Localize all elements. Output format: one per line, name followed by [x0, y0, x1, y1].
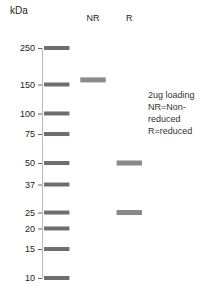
tick-label: 50: [25, 158, 35, 168]
tick: 10: [25, 273, 42, 283]
axis-title: kDa: [10, 5, 28, 16]
tick: 75: [25, 129, 42, 139]
tick: 100: [20, 109, 42, 119]
ladder-band: [44, 161, 69, 165]
tick-mark: [38, 228, 42, 229]
tick-label: 37: [25, 180, 35, 190]
lane-tick: R: [126, 13, 133, 24]
annotation: 2ug loading NR=Non-reduced R=reduced: [148, 90, 195, 136]
tick-mark: [38, 134, 42, 135]
ladder-band: [44, 211, 69, 215]
tick-mark: [38, 113, 42, 114]
tick-mark: [38, 163, 42, 164]
tick: 150: [20, 80, 42, 90]
tick: 37: [25, 180, 42, 190]
axis-line: [38, 49, 43, 279]
tick: 20: [25, 224, 42, 234]
ladder-band: [44, 111, 69, 115]
ladder-band: [44, 132, 69, 136]
annotation-line: reduced: [148, 114, 181, 124]
tick-mark: [38, 85, 42, 86]
tick-label: 20: [25, 224, 35, 234]
tick-label: 100: [20, 109, 35, 119]
tick-label: 10: [25, 273, 35, 283]
tick-label: 25: [25, 208, 35, 218]
tick: 50: [25, 158, 42, 168]
tick-mark: [38, 213, 42, 214]
gel-figure: kDa 250 150 100 75 50 37 25 20 15 10 NR R 2ug loading…: [0, 0, 207, 292]
tick-mark: [38, 278, 42, 279]
tick-mark: [38, 48, 42, 49]
lane-tick: NR: [87, 13, 100, 24]
sample-band: [80, 77, 105, 82]
sample-band: [117, 210, 142, 215]
tick-label: 150: [20, 80, 35, 90]
lane-axis: NR R: [57, 13, 133, 24]
tick: 15: [25, 244, 42, 254]
tick: 25: [25, 208, 42, 218]
sample-band: [117, 161, 142, 166]
annotation-line: R=reduced: [148, 126, 192, 136]
tick-mark: [38, 249, 42, 250]
ladder-band: [44, 183, 69, 187]
lane-label: NR: [87, 13, 100, 23]
ladder-band: [44, 83, 69, 87]
ladder-band: [44, 46, 69, 50]
annotation-line: 2ug loading: [148, 90, 195, 100]
ladder-band: [44, 276, 69, 280]
tick-label: 15: [25, 244, 35, 254]
bands: [44, 46, 142, 280]
annotation-line: NR=Non-: [148, 102, 186, 112]
ladder-band: [44, 247, 69, 251]
lane-label: R: [126, 13, 133, 23]
tick-label: 75: [25, 129, 35, 139]
y-axis: 250 150 100 75 50 37 25 20 15 10: [20, 43, 43, 283]
tick-label: 250: [20, 43, 35, 53]
ladder-band: [44, 226, 69, 230]
tick: 250: [20, 43, 42, 53]
tick-mark: [38, 185, 42, 186]
